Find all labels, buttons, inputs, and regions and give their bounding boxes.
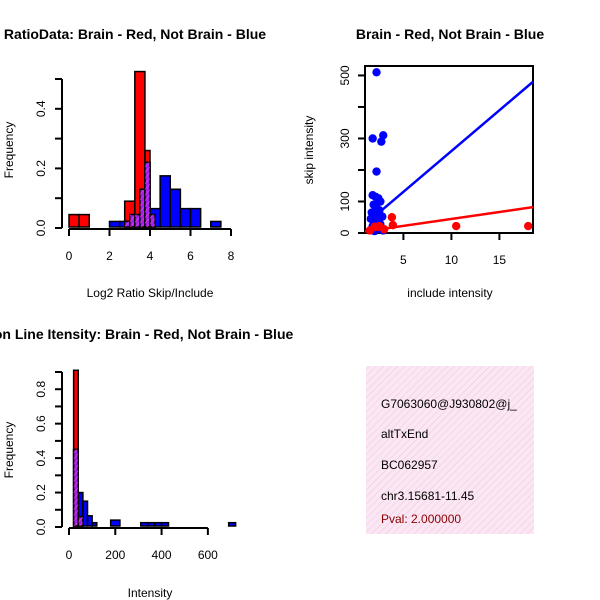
ratio-axes: 0 2 4 6 8 0.0 0.2 0.4 [34, 78, 235, 263]
intensity-not-brain-bar [153, 521, 163, 527]
intensity-overlap-hatch [73, 449, 79, 526]
ratio-bars [68, 70, 222, 228]
ratio-title: RatioData: Brain - Red, Not Brain - Blue [4, 26, 266, 42]
scatter-plot-box [364, 65, 534, 234]
intensity-histogram-panel: Exon Line Itensity: Brain - Red, Not Bra… [0, 326, 294, 600]
scatter-panel: Brain - Red, Not Brain - Blue include in… [302, 26, 544, 300]
ratio-x-tick-label: 6 [187, 249, 194, 263]
scatter-not-brain-point [372, 68, 381, 77]
ratio-overlap-hatch [134, 214, 140, 227]
ratio-overlap-hatch [129, 214, 135, 227]
intensity-y-tick-label: 0.2 [34, 484, 48, 501]
info-panel: G7063060@J930802@j_ altTxEnd BC062957 ch… [366, 366, 534, 534]
intensity-not-brain-bar [82, 500, 89, 527]
intensity-not-brain-bar [109, 519, 121, 527]
ratio-histogram-panel: RatioData: Brain - Red, Not Brain - Blue… [2, 26, 266, 300]
ratio-x-tick-label: 2 [106, 249, 113, 263]
info-pval: Pval: 2.000000 [381, 512, 461, 526]
scatter-not-brain-point [372, 167, 381, 176]
scatter-not-brain-point [379, 131, 388, 140]
intensity-overlap-hatch [78, 516, 83, 526]
ratio-y-tick-label: 0.0 [34, 219, 48, 236]
scatter-brain-point [524, 221, 533, 231]
scatter-axes: 5 10 15 0 100 300 500 [338, 65, 506, 267]
scatter-y-tick-label: 0 [338, 229, 352, 236]
intensity-x-tick-label: 600 [198, 548, 218, 562]
scatter-not-brain-point [376, 197, 385, 206]
ratio-x-tick-label: 8 [228, 249, 235, 263]
scatter-x-tick-label: 10 [445, 253, 459, 267]
ratio-ylabel: Frequency [2, 122, 16, 179]
intensity-title: Exon Line Itensity: Brain - Red, Not Bra… [0, 326, 294, 342]
ratio-not-brain-bar [179, 207, 192, 228]
intensity-x-tick-label: 200 [105, 548, 125, 562]
intensity-not-brain-bar [86, 515, 93, 527]
scatter-brain-point [387, 213, 397, 222]
intensity-bars [72, 369, 237, 527]
ratio-overlap-hatch [144, 162, 150, 227]
intensity-not-brain-bar [91, 521, 98, 527]
ratio-xlabel: Log2 Ratio Skip/Include [87, 286, 214, 300]
ratio-y-tick-label: 0.2 [34, 160, 48, 177]
intensity-ylabel: Frequency [2, 422, 16, 479]
intensity-x-tick-label: 400 [152, 548, 172, 562]
scatter-y-tick-label: 100 [338, 191, 352, 211]
intensity-y-tick-label: 0.6 [34, 415, 48, 432]
scatter-x-tick-label: 15 [493, 253, 507, 267]
scatter-xlabel: include intensity [407, 286, 492, 300]
intensity-x-tick-label: 0 [66, 548, 73, 562]
info-box-hatch [366, 366, 534, 534]
intensity-not-brain-bar [160, 521, 170, 527]
intensity-y-tick-label: 0.8 [34, 381, 48, 398]
intensity-not-brain-bar [146, 521, 156, 527]
info-event-type: altTxEnd [381, 427, 428, 441]
scatter-x-tick-label: 5 [400, 253, 407, 267]
scatter-not-brain-point [377, 137, 386, 146]
scatter-ylabel: skip intensity [302, 116, 316, 185]
intensity-y-tick-label: 0.4 [34, 449, 48, 466]
intensity-y-tick-label: 0.0 [34, 518, 48, 535]
scatter-title: Brain - Red, Not Brain - Blue [356, 26, 544, 42]
ratio-not-brain-bar [169, 188, 182, 228]
scatter-y-tick-label: 500 [338, 65, 352, 85]
intensity-xlabel: Intensity [128, 586, 173, 600]
scatter-brain-point [452, 221, 461, 231]
ratio-overlap-hatch [124, 221, 130, 227]
ratio-brain-bar [78, 213, 90, 228]
info-probe-id: G7063060@J930802@j_ [381, 397, 517, 411]
scatter-points [364, 68, 534, 236]
ratio-x-tick-label: 4 [147, 249, 154, 263]
scatter-y-tick-label: 300 [338, 128, 352, 148]
ratio-overlap-hatch [150, 214, 156, 227]
ratio-not-brain-bar [159, 175, 171, 228]
scatter-not-brain-point [368, 134, 377, 143]
info-location: chr3.15681-11.45 [381, 489, 475, 503]
intensity-not-brain-bar [227, 521, 237, 527]
ratio-not-brain-bar [210, 220, 222, 228]
ratio-not-brain-bar [189, 207, 202, 228]
scatter-brain-fit-line [364, 205, 534, 233]
scatter-not-brain-fit-line [368, 80, 534, 222]
ratio-y-tick-label: 0.4 [34, 100, 48, 117]
ratio-not-brain-bar [108, 220, 121, 228]
intensity-not-brain-bar [139, 521, 149, 527]
info-accession: BC062957 [381, 458, 438, 472]
ratio-x-tick-label: 0 [66, 249, 73, 263]
ratio-brain-bar [68, 213, 80, 228]
intensity-axes: 0 200 400 600 0.0 0.2 0.4 0.6 0.8 [34, 371, 218, 562]
ratio-overlap-hatch [139, 189, 145, 227]
